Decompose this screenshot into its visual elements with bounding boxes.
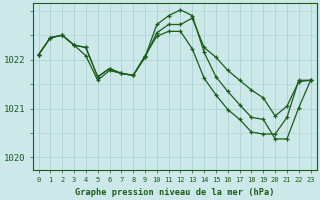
X-axis label: Graphe pression niveau de la mer (hPa): Graphe pression niveau de la mer (hPa): [75, 188, 274, 197]
